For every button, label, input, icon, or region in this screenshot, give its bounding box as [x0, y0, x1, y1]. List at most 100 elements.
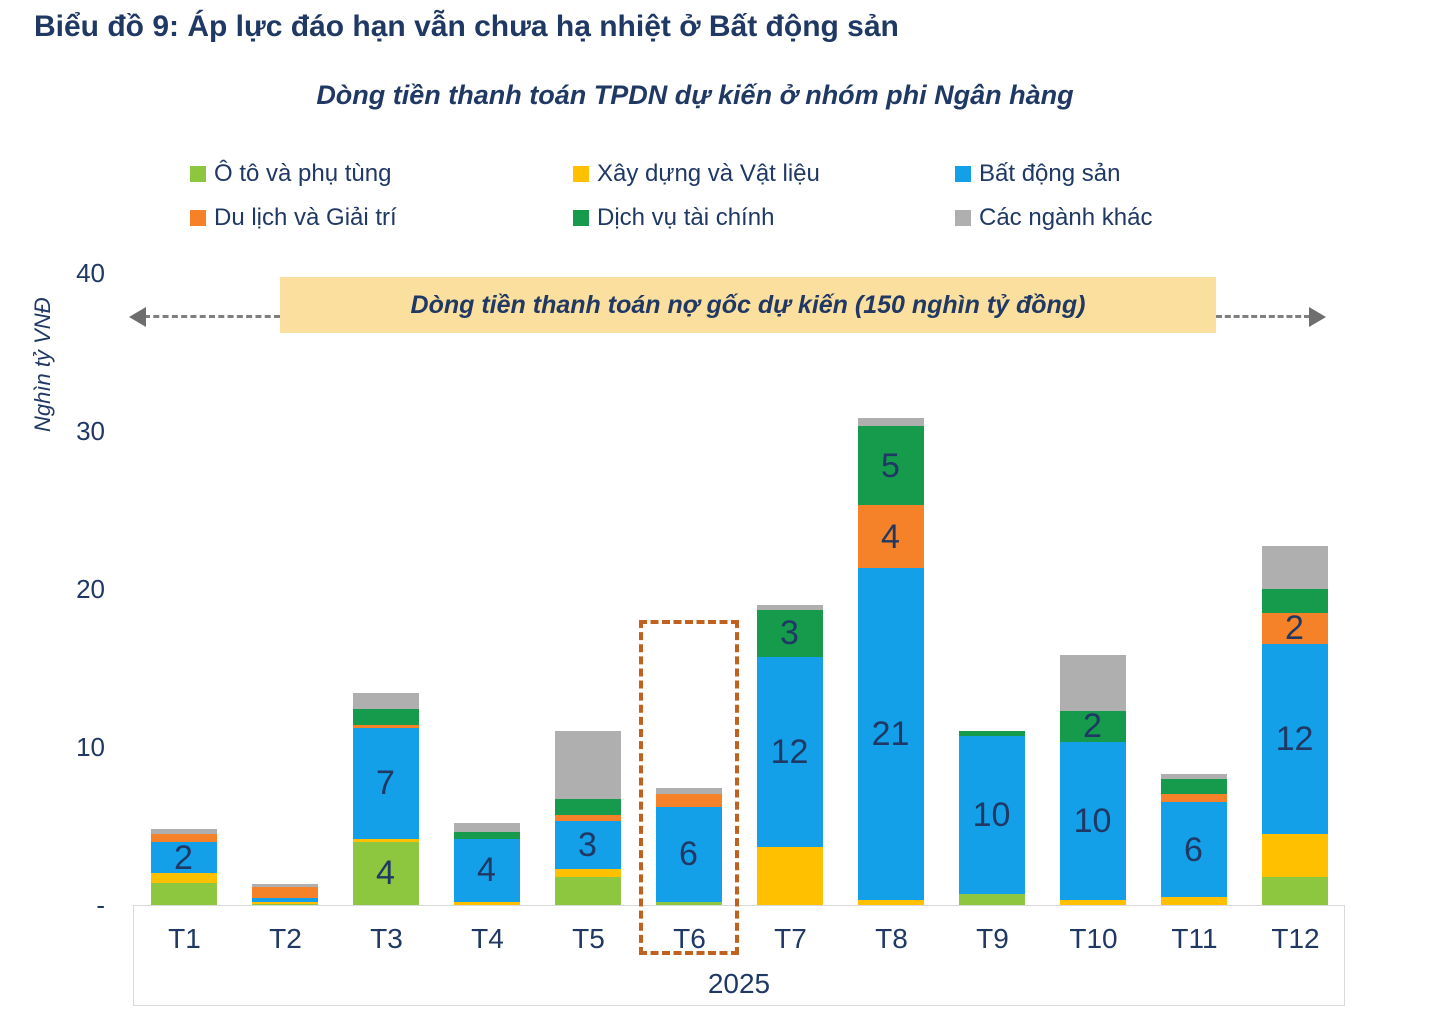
bar-segment — [251, 884, 318, 887]
legend-label: Các ngành khác — [979, 204, 1153, 231]
bar-segment — [352, 838, 419, 842]
arrowhead-right-icon — [1309, 307, 1326, 327]
bar-segment — [1160, 897, 1227, 905]
bar-segment: 12 — [1261, 644, 1328, 834]
bar-segment: 4 — [352, 841, 419, 905]
bar-segment — [453, 822, 520, 833]
x-tick-label: T6 — [673, 923, 706, 954]
x-tick-label: T7 — [774, 923, 807, 954]
bar-segment: 6 — [655, 807, 722, 902]
legend-label: Du lịch và Giải trí — [214, 204, 397, 231]
dashed-arrow-left — [144, 315, 280, 318]
bar-segment: 4 — [857, 505, 924, 569]
bar-segment: 2 — [150, 838, 217, 877]
bar-segment — [554, 731, 621, 800]
legend-item: Dịch vụ tài chính — [573, 204, 775, 231]
bar-segment — [1160, 778, 1227, 795]
legend-item: Ô tô và phụ tùng — [190, 160, 392, 187]
legend-item: Bất động sản — [955, 160, 1121, 187]
bar-segment — [1261, 589, 1328, 613]
bar-segment-label: 21 — [871, 715, 910, 754]
bar-segment-label: 4 — [881, 517, 900, 556]
x-axis-box: T1 T2 T3 T4 T5 T6 T7 T8 T9 T10 T11 T12 2025 — [133, 905, 1345, 1006]
bar-segment: 3 — [554, 821, 621, 869]
bar-segment: 6 — [1160, 802, 1227, 898]
bar-segment-label: 4 — [376, 854, 395, 893]
bar-segment-label: 10 — [1073, 802, 1112, 841]
bar-segment-label: 3 — [578, 825, 597, 864]
bar-segment: 5 — [857, 426, 924, 506]
bar-segment — [756, 846, 823, 905]
bar-segment — [655, 788, 722, 795]
y-tick-label: 20 — [76, 574, 105, 604]
bar-segment — [1059, 900, 1126, 905]
bar-segment: 10 — [1059, 742, 1126, 901]
x-tick-label: T10 — [1069, 923, 1118, 954]
bar-segment — [150, 833, 217, 842]
bar-segment-label: 3 — [780, 614, 799, 653]
bar-segment: 12 — [756, 656, 823, 847]
bar-segment-label: 2 — [174, 838, 193, 877]
bar-segment — [251, 901, 318, 905]
bar-segment — [857, 900, 924, 905]
x-tick-label: T5 — [572, 923, 605, 954]
dashed-arrow-right — [1216, 315, 1310, 318]
bar-segment-label: 12 — [1275, 720, 1314, 759]
bar-segment-label: 5 — [881, 446, 900, 485]
legend-swatch-icon — [573, 210, 589, 226]
bar-segment — [150, 829, 217, 834]
y-tick-label: - — [96, 890, 105, 920]
x-tick-label: T3 — [370, 923, 403, 954]
bar-segment-label: 7 — [376, 764, 395, 803]
bar-segment — [1160, 773, 1227, 779]
bar-segment — [554, 868, 621, 877]
legend-swatch-icon — [573, 166, 589, 182]
t6-highlight-box — [638, 620, 739, 955]
bar-segment: 2 — [1059, 709, 1126, 743]
legend-label: Ô tô và phụ tùng — [214, 160, 392, 187]
bar-segment — [1059, 655, 1126, 711]
x-tick-label: T2 — [269, 923, 302, 954]
x-tick-label: T12 — [1271, 923, 1320, 954]
x-tick-label: T4 — [471, 923, 504, 954]
bar-segment-label: 12 — [770, 732, 809, 771]
bar-segment — [554, 876, 621, 905]
bar-segment — [150, 873, 217, 883]
bar-segment-label: 6 — [679, 835, 698, 874]
y-tick-label: 30 — [76, 416, 105, 446]
legend-item: Xây dựng và Vật liệu — [573, 160, 820, 187]
legend-label: Dịch vụ tài chính — [597, 204, 775, 231]
bar-segment — [1261, 833, 1328, 877]
bar-segment — [1160, 794, 1227, 803]
chart-subtitle: Dòng tiền thanh toán TPDN dự kiến ở nhóm… — [316, 80, 1074, 110]
bar-segment — [251, 897, 318, 902]
bar-segment — [251, 904, 318, 905]
x-axis-ticks: T1 T2 T3 T4 T5 T6 T7 T8 T9 T10 T11 T12 — [134, 906, 1344, 954]
legend-label: Bất động sản — [979, 160, 1121, 187]
bar-segment-label: 10 — [972, 795, 1011, 834]
bar-segment — [1261, 876, 1328, 905]
y-tick-label: 10 — [76, 732, 105, 762]
bar-segment: 3 — [756, 609, 823, 657]
arrowhead-left-icon — [129, 307, 146, 327]
bar-segment: 21 — [857, 568, 924, 901]
bar-segment — [655, 794, 722, 808]
legend-item: Du lịch và Giải trí — [190, 204, 397, 231]
bar-segment — [554, 799, 621, 815]
y-tick-label: 40 — [76, 258, 105, 288]
banner-text: Dòng tiền thanh toán nợ gốc dự kiến (150… — [410, 290, 1086, 319]
legend-label: Xây dựng và Vật liệu — [597, 160, 820, 187]
x-tick-label: T11 — [1171, 923, 1218, 954]
bar-segment-label: 6 — [1184, 830, 1203, 869]
bar-segment: 7 — [352, 728, 419, 839]
bar-segment — [554, 814, 621, 822]
bar-segment — [857, 418, 924, 427]
bar-segment — [1261, 546, 1328, 589]
legend-swatch-icon — [190, 210, 206, 226]
page-title: Biểu đồ 9: Áp lực đáo hạn vẫn chưa hạ nh… — [34, 10, 899, 43]
year-label: 2025 — [707, 968, 771, 999]
bar-segment-label: 4 — [477, 851, 496, 890]
legend-swatch-icon — [955, 210, 971, 226]
bar-segment — [352, 709, 419, 725]
